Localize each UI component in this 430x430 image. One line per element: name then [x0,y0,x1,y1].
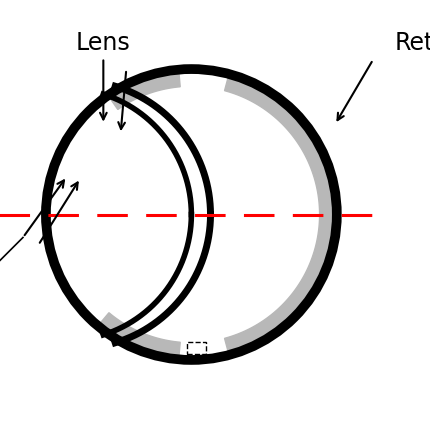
Text: Lens: Lens [76,31,130,55]
Polygon shape [109,72,180,110]
Text: Ret: Ret [393,31,430,55]
Polygon shape [224,77,334,353]
Bar [186,342,206,354]
Polygon shape [99,313,180,358]
